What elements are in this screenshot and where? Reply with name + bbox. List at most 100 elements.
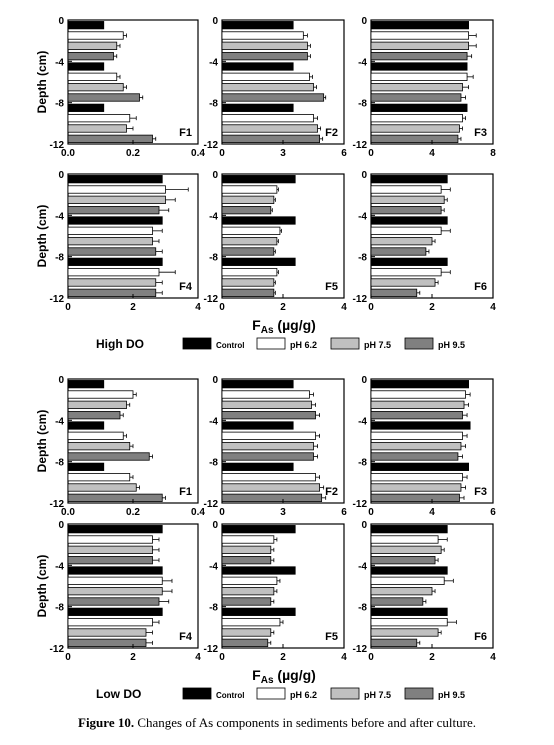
- legend-swatch-ph-7-5: [330, 337, 360, 350]
- x-tick-label: 2: [280, 302, 286, 313]
- bar-ph-9-5: [221, 134, 320, 143]
- x-tick-label: 4: [195, 302, 201, 313]
- bar-control: [221, 607, 296, 616]
- bar-ph-9-5: [370, 134, 459, 143]
- bar-ph-6-2: [370, 31, 469, 40]
- x-tick-label: 4: [195, 652, 201, 663]
- bar-control: [370, 62, 468, 71]
- panel-f4: 0-4-8-120 2 4F4: [50, 520, 202, 663]
- panel-label: F3: [474, 127, 487, 139]
- x-tick-label: 8: [490, 148, 496, 159]
- bar-ph-6-2: [370, 114, 463, 123]
- y-tick-label: 0: [58, 16, 64, 27]
- bar-ph-7-5: [67, 195, 166, 204]
- bar-ph-6-2: [67, 31, 124, 40]
- bar-ph-7-5: [221, 195, 275, 204]
- bar-ph-7-5: [67, 237, 153, 246]
- bar-ph-6-2: [67, 431, 124, 440]
- bar-ph-6-2: [221, 268, 278, 277]
- bar-ph-6-2: [67, 618, 153, 627]
- bar-ph-6-2: [370, 185, 442, 194]
- panel-f2: 0-4-8-120 3 6F2: [204, 375, 348, 518]
- bar-ph-6-2: [67, 473, 131, 482]
- x-tick-label: 3: [280, 148, 286, 159]
- bar-ph-6-2: [370, 618, 448, 627]
- bar-control: [221, 21, 294, 30]
- bar-ph-6-2: [221, 431, 316, 440]
- y-tick-label: -4: [358, 561, 367, 572]
- bar-ph-6-2: [370, 226, 442, 235]
- bar-ph-9-5: [370, 247, 427, 256]
- panel-f3: 0-4-8-120 4 6F3: [353, 375, 497, 518]
- panel-f1: 0 -4 -8 -120.0 0.2 0.4 F1: [50, 375, 206, 518]
- y-tick-label: 0: [58, 520, 64, 531]
- bar-ph-7-5: [67, 278, 157, 287]
- y-tick-label: -4: [209, 57, 218, 68]
- legend-swatch-ph-6-2: [256, 337, 286, 350]
- bar-ph-6-2: [67, 72, 118, 81]
- bar-control: [67, 380, 105, 389]
- bar-control: [370, 462, 469, 471]
- bar-control: [67, 62, 105, 71]
- bar-ph-9-5: [67, 452, 150, 461]
- y-axis-label: Depth (cm): [35, 555, 49, 618]
- legend-title: Low DO: [96, 687, 141, 701]
- y-tick-label: 0: [361, 375, 367, 386]
- x-tick-label: 4: [429, 148, 435, 159]
- x-tick-label: 0: [368, 302, 374, 313]
- legend-label: pH 6.2: [290, 690, 317, 700]
- bar-ph-7-5: [370, 442, 462, 451]
- panel-label: F5: [325, 631, 338, 643]
- bar-ph-9-5: [370, 556, 436, 565]
- y-tick-label: -8: [209, 458, 218, 469]
- bar-ph-7-5: [221, 442, 314, 451]
- bar-ph-9-5: [221, 206, 272, 215]
- bar-control: [67, 216, 163, 225]
- bar-ph-7-5: [67, 83, 124, 92]
- bar-ph-6-2: [221, 576, 278, 585]
- bar-ph-7-5: [370, 83, 463, 92]
- bar-control: [370, 257, 448, 266]
- bar-ph-6-2: [221, 226, 281, 235]
- x-tick-label: 0.2: [126, 507, 140, 518]
- panel-f6: 0-4-8-120 2 4F6: [353, 170, 497, 313]
- bar-ph-7-5: [370, 483, 462, 492]
- y-tick-label: -8: [55, 603, 64, 614]
- bar-control: [370, 103, 468, 112]
- legend-label: pH 9.5: [438, 690, 465, 700]
- bar-ph-7-5: [67, 400, 127, 409]
- bar-ph-6-2: [67, 535, 153, 544]
- bar-ph-9-5: [370, 493, 460, 502]
- y-tick-label: -12: [204, 294, 219, 305]
- y-tick-label: -8: [358, 458, 367, 469]
- y-tick-label: -8: [209, 603, 218, 614]
- y-tick-label: -12: [50, 294, 65, 305]
- bar-ph-6-2: [370, 535, 439, 544]
- x-tick-label: 0.2: [126, 148, 140, 159]
- bar-control: [221, 380, 294, 389]
- bar-ph-7-5: [370, 545, 442, 554]
- bar-control: [370, 21, 469, 30]
- x-tick-label: 2: [429, 302, 435, 313]
- bar-control: [370, 175, 448, 184]
- y-tick-label: 0: [212, 520, 218, 531]
- bar-ph-7-5: [67, 124, 127, 133]
- bar-ph-6-2: [370, 268, 442, 277]
- bar-control: [221, 62, 294, 71]
- bar-ph-7-5: [67, 587, 163, 596]
- figure-caption-text: Changes of As components in sediments be…: [137, 715, 476, 730]
- x-tick-label: 4: [490, 302, 496, 313]
- legend-label: pH 7.5: [364, 340, 391, 350]
- bar-control: [67, 103, 105, 112]
- y-tick-label: -4: [358, 416, 367, 427]
- bar-ph-6-2: [67, 268, 160, 277]
- bar-ph-9-5: [67, 556, 153, 565]
- legend-title: High DO: [96, 337, 144, 351]
- y-tick-label: -4: [358, 57, 367, 68]
- bar-control: [67, 607, 163, 616]
- bar-ph-6-2: [67, 576, 163, 585]
- y-axis-label: Depth (cm): [35, 51, 49, 114]
- bar-ph-9-5: [67, 134, 153, 143]
- bar-ph-6-2: [221, 618, 281, 627]
- x-tick-label: 0: [368, 507, 374, 518]
